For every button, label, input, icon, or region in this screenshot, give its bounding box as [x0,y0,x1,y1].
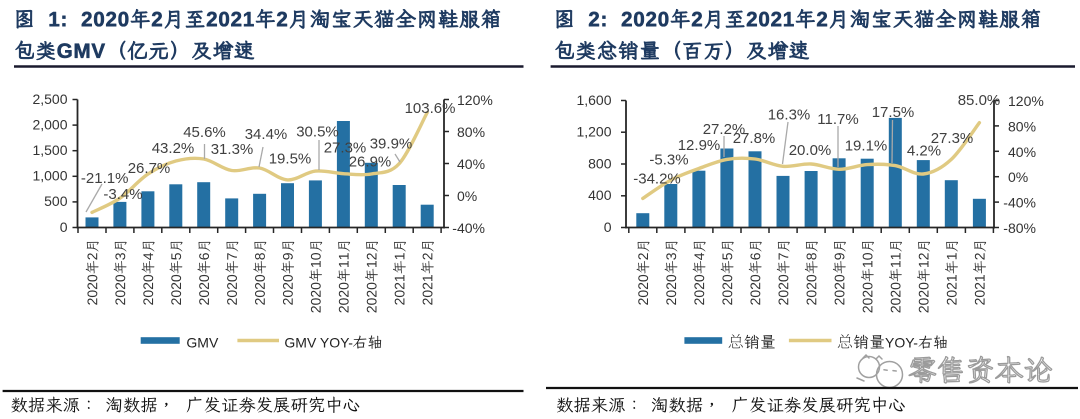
svg-text:27.8%: 27.8% [733,130,776,147]
svg-text:40%: 40% [1008,144,1036,160]
svg-text:2,500: 2,500 [32,91,67,107]
svg-text:YOY-: YOY- [885,335,918,351]
svg-text:-34.2%: -34.2% [633,171,681,188]
svg-text:500: 500 [44,193,68,209]
svg-text:0: 0 [604,219,612,235]
svg-text:40%: 40% [457,156,485,172]
svg-text:43.2%: 43.2% [152,140,195,157]
svg-text:11.7%: 11.7% [817,111,858,128]
svg-text:85.0%: 85.0% [958,92,1001,109]
svg-text:19.1%: 19.1% [845,138,888,155]
svg-text:20.0%: 20.0% [789,142,832,159]
svg-text:27.2%: 27.2% [703,121,746,138]
svg-text:0: 0 [60,219,68,235]
svg-text:16.3%: 16.3% [768,107,811,124]
svg-text:GMV: GMV [186,335,219,351]
svg-text:19.5%: 19.5% [269,151,312,168]
svg-text:0%: 0% [457,188,477,204]
svg-text:30.5%: 30.5% [296,124,339,141]
svg-text:800: 800 [588,155,612,171]
svg-text:12.9%: 12.9% [678,137,721,154]
svg-text:17.5%: 17.5% [872,104,915,121]
svg-text:1,000: 1,000 [32,168,67,184]
svg-text:-5.3%: -5.3% [649,152,688,169]
svg-text:120%: 120% [1008,93,1044,109]
svg-text:-21.1%: -21.1% [81,170,129,187]
svg-text:26.9%: 26.9% [349,154,392,171]
svg-text:34.4%: 34.4% [245,126,288,143]
svg-text:26.7%: 26.7% [128,160,171,177]
svg-text:-3.4%: -3.4% [103,186,142,203]
svg-text:-80%: -80% [1003,220,1036,236]
svg-text:80%: 80% [1008,118,1036,134]
svg-text:39.9%: 39.9% [370,136,413,153]
svg-text:0%: 0% [1008,169,1028,185]
svg-text:1,600: 1,600 [576,92,611,108]
svg-text:400: 400 [588,187,612,203]
svg-text:27.3%: 27.3% [931,130,974,147]
svg-text:27.3%: 27.3% [324,140,367,157]
svg-text:2,000: 2,000 [32,116,67,132]
svg-text:1,500: 1,500 [32,142,67,158]
svg-text:-40%: -40% [1003,195,1036,211]
svg-text:120%: 120% [457,92,493,108]
svg-text:GMV YOY-: GMV YOY- [284,335,353,351]
svg-text:80%: 80% [457,124,485,140]
svg-text:4.2%: 4.2% [907,143,941,160]
svg-text:-40%: -40% [452,220,485,236]
svg-text:1,200: 1,200 [576,124,611,140]
svg-text:103.6%: 103.6% [405,100,456,117]
svg-text:45.6%: 45.6% [183,124,226,141]
svg-text:31.3%: 31.3% [211,141,254,158]
